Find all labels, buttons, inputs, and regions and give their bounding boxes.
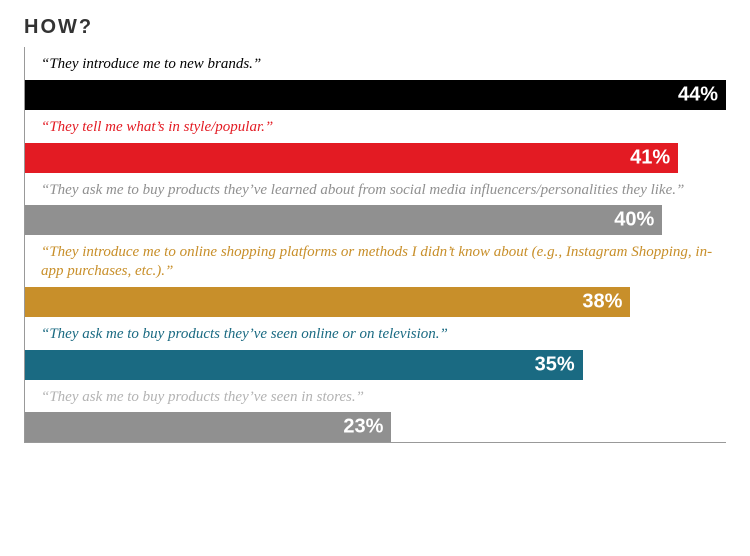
chart-row: “They ask me to buy products they’ve see… <box>25 380 726 443</box>
bar-quote: “They ask me to buy products they’ve lea… <box>25 177 726 206</box>
bar: 44% <box>25 80 726 110</box>
chart-row: “They introduce me to new brands.” 44% <box>25 47 726 110</box>
bar-quote: “They ask me to buy products they’ve see… <box>25 384 726 413</box>
bar-value: 23% <box>343 416 383 439</box>
bar: 35% <box>25 350 583 380</box>
bar: 23% <box>25 412 391 442</box>
bar-value: 38% <box>582 290 622 313</box>
chart-row: “They ask me to buy products they’ve lea… <box>25 173 726 236</box>
chart-title: HOW? <box>24 16 726 39</box>
bar-quote: “They ask me to buy products they’ve see… <box>25 321 726 350</box>
bar: 38% <box>25 287 630 317</box>
bar-quote: “They introduce me to new brands.” <box>25 51 726 80</box>
bar: 40% <box>25 205 662 235</box>
chart-row: “They ask me to buy products they’ve see… <box>25 317 726 380</box>
bar-value: 35% <box>535 353 575 376</box>
bar-value: 40% <box>614 209 654 232</box>
chart-row: “They tell me what’s in style/popular.” 4… <box>25 110 726 173</box>
chart-container: HOW? “They introduce me to new brands.” 4… <box>0 0 750 467</box>
bar-quote: “They introduce me to online shopping pl… <box>25 239 726 287</box>
bar-quote: “They tell me what’s in style/popular.” <box>25 114 726 143</box>
bar-value: 44% <box>678 83 718 106</box>
bar: 41% <box>25 143 678 173</box>
chart-row: “They introduce me to online shopping pl… <box>25 235 726 317</box>
bar-value: 41% <box>630 146 670 169</box>
chart-body: “They introduce me to new brands.”44%“Th… <box>24 47 726 443</box>
